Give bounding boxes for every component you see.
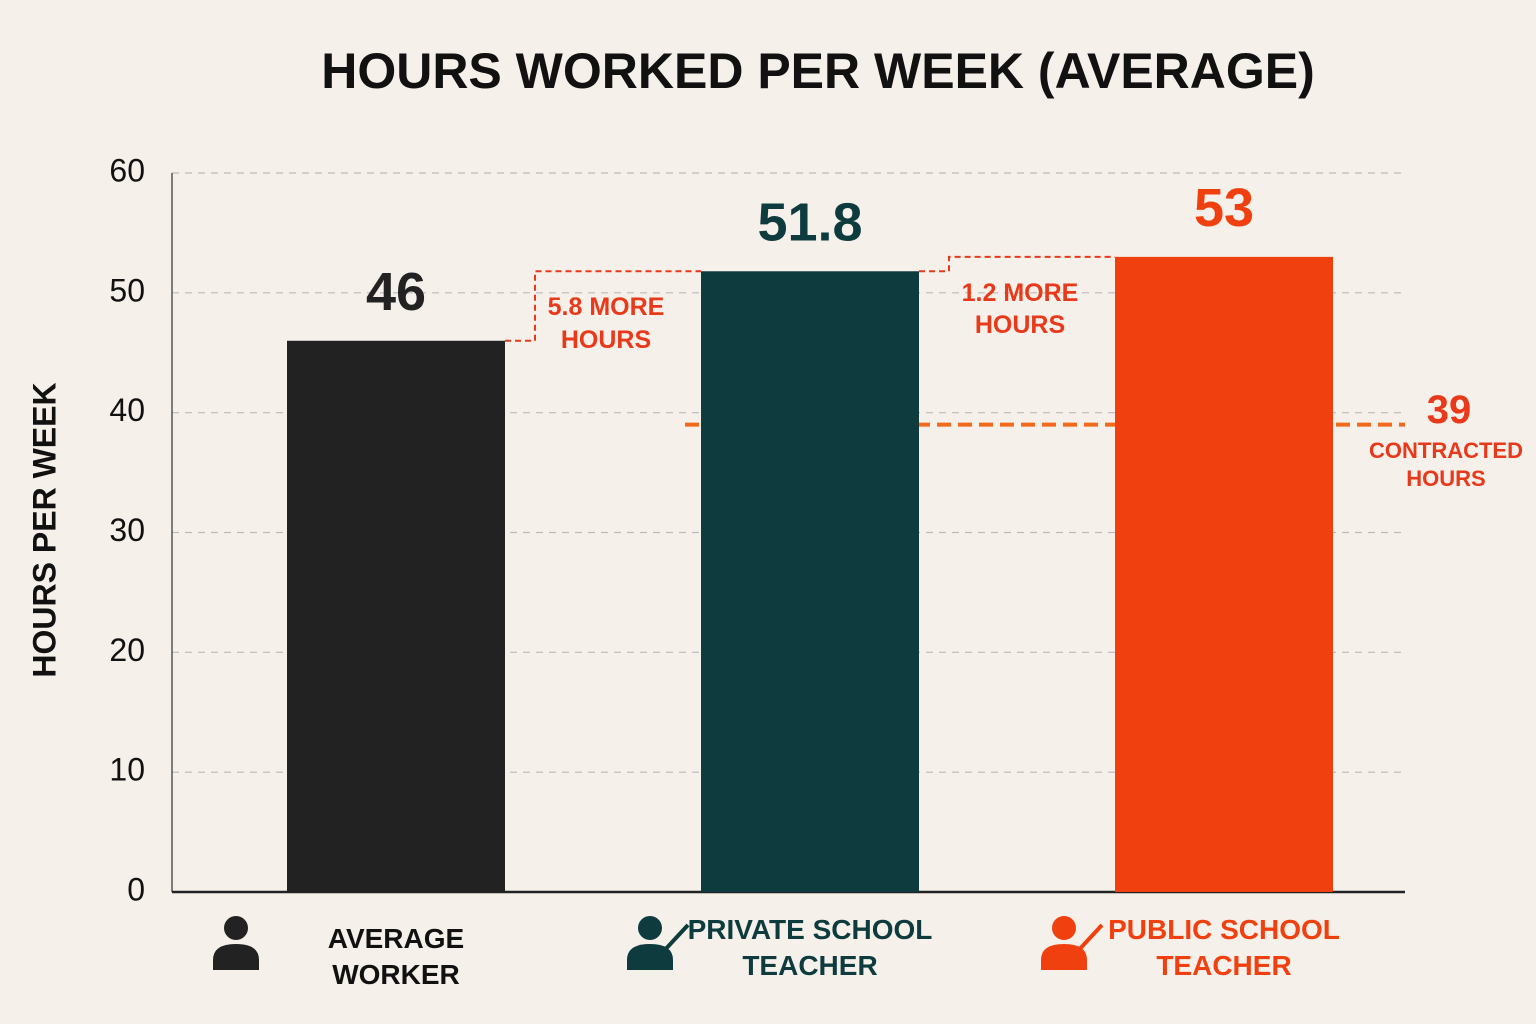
category-icon (213, 944, 259, 970)
y-tick-label: 60 (109, 152, 145, 188)
y-tick-label: 50 (109, 272, 145, 308)
x-tick-label: PRIVATE SCHOOL TEACHER (687, 914, 933, 982)
category-icon (224, 916, 248, 940)
y-tick-label: 20 (109, 632, 145, 668)
annotation: 5.8 MORE HOURS (547, 293, 665, 354)
category-icon (1041, 944, 1087, 970)
data-label: 53 (1194, 178, 1254, 238)
data-label: 46 (366, 262, 426, 322)
data-label: 51.8 (757, 193, 862, 253)
category-icon (638, 916, 662, 940)
reference-value: 39 (1427, 388, 1472, 432)
bar (1115, 256, 1333, 893)
bar (287, 340, 505, 892)
y-tick-label: 0 (127, 871, 145, 907)
y-tick-label: 10 (109, 752, 145, 788)
x-tick-label: AVERAGE WORKER (327, 923, 465, 991)
chart-title: HOURS WORKED PER WEEK (AVERAGE) (321, 43, 1315, 99)
annotation-connector (919, 255, 1115, 273)
category-icon (660, 923, 690, 955)
annotation-connector (505, 270, 701, 342)
category-icon (627, 944, 673, 970)
x-tick-label: PUBLIC SCHOOL TEACHER (1108, 914, 1340, 982)
y-tick-label: 30 (109, 512, 145, 548)
y-axis-label: HOURS PER WEEK (26, 382, 62, 677)
annotation: 1.2 MORE HOURS (961, 278, 1079, 340)
y-tick-label: 40 (109, 392, 145, 428)
reference-label: CONTRACTED HOURS (1369, 437, 1523, 492)
category-icon (1052, 916, 1076, 940)
bar (701, 271, 919, 893)
category-icon (1074, 923, 1104, 955)
